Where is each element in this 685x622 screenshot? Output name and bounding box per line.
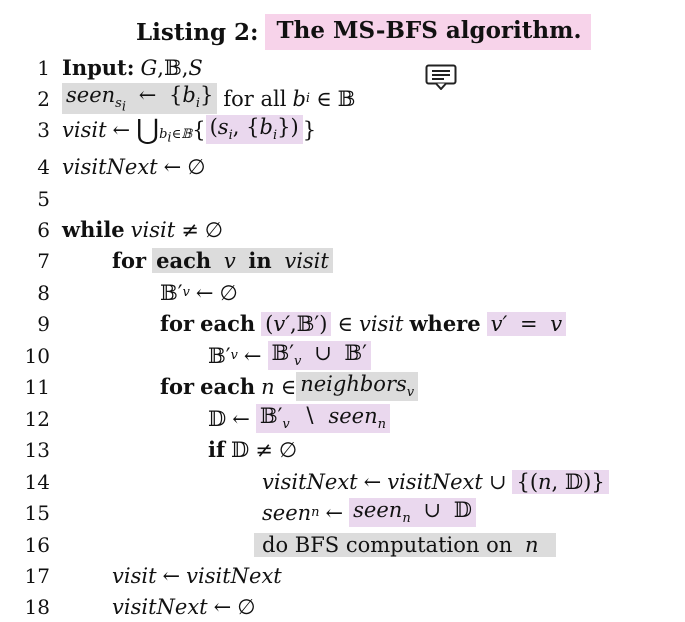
line-code: visit ← ⋃ bi∈𝔹 { (si, {bi}) } bbox=[62, 113, 317, 146]
line-number: 2 bbox=[37, 86, 50, 111]
line-number: 12 bbox=[24, 406, 50, 431]
line-code: seen n ← seenn ∪ 𝔻 bbox=[262, 498, 476, 527]
line-number: 11 bbox=[24, 374, 50, 399]
line-code: 𝔹′ v ← 𝔹′v ∪ 𝔹′ bbox=[208, 341, 371, 370]
highlight-purple: {(n, 𝔻)} bbox=[512, 469, 609, 494]
line-number: 1 bbox=[37, 55, 50, 80]
comment-note-icon[interactable] bbox=[425, 64, 457, 90]
line-code: Input: G, 𝔹, S bbox=[62, 55, 203, 80]
line-code: for each (v′,𝔹′) ∈ visit where v′ = v bbox=[160, 311, 567, 336]
highlight-gray: each v in visit bbox=[152, 248, 333, 273]
line-code: 𝔹′ v ← ∅ bbox=[160, 280, 238, 305]
line-code: 𝔻 ← 𝔹′v ∖ seenn bbox=[208, 404, 391, 433]
line-number: 7 bbox=[37, 248, 50, 273]
highlight-purple: v′ = v bbox=[486, 311, 567, 336]
highlight-gray: seensi ← {bi} bbox=[62, 82, 218, 115]
listing-caption: Listing 2: The MS-BFS algorithm. bbox=[136, 12, 592, 52]
line-number: 16 bbox=[24, 532, 50, 557]
line-number: 3 bbox=[37, 117, 50, 142]
line-number: 17 bbox=[24, 563, 50, 588]
line-code: do BFS computation on n bbox=[254, 532, 557, 557]
line-number: 6 bbox=[37, 217, 50, 242]
line-number: 10 bbox=[24, 343, 50, 368]
line-number: 5 bbox=[37, 186, 50, 211]
line-number: 9 bbox=[37, 311, 50, 336]
line-number: 18 bbox=[24, 594, 50, 619]
line-code: while visit ≠ ∅ bbox=[62, 217, 224, 242]
highlight-purple: (si, {bi}) bbox=[205, 115, 303, 144]
line-code: visitNext ← ∅ bbox=[62, 154, 206, 179]
line-code: for each n ∈ neighborsv bbox=[160, 372, 419, 401]
line-number: 15 bbox=[24, 500, 50, 525]
highlight-purple: 𝔹′v ∖ seenn bbox=[255, 404, 391, 433]
line-code: visitNext ← ∅ bbox=[112, 594, 256, 619]
highlight-purple: 𝔹′v ∪ 𝔹′ bbox=[267, 341, 371, 370]
line-number: 4 bbox=[37, 154, 50, 179]
line-number: 13 bbox=[24, 437, 50, 462]
line-code: if 𝔻 ≠ ∅ bbox=[208, 437, 298, 462]
caption-title: The MS-BFS algorithm. bbox=[264, 14, 592, 50]
line-number: 8 bbox=[37, 280, 50, 305]
caption-label: Listing 2: bbox=[136, 18, 259, 46]
highlight-purple: seenn ∪ 𝔻 bbox=[349, 498, 476, 527]
line-code: visitNext ← visitNext ∪ {(n, 𝔻)} bbox=[262, 469, 609, 494]
line-number: 14 bbox=[24, 469, 50, 494]
highlight-gray: neighborsv bbox=[296, 372, 419, 401]
line-code: visit ← visitNext bbox=[112, 563, 282, 588]
highlight-gray: do BFS computation on n bbox=[254, 532, 557, 557]
highlight-purple: (v′,𝔹′) bbox=[261, 311, 332, 336]
line-code: for each v in visit bbox=[112, 248, 333, 273]
